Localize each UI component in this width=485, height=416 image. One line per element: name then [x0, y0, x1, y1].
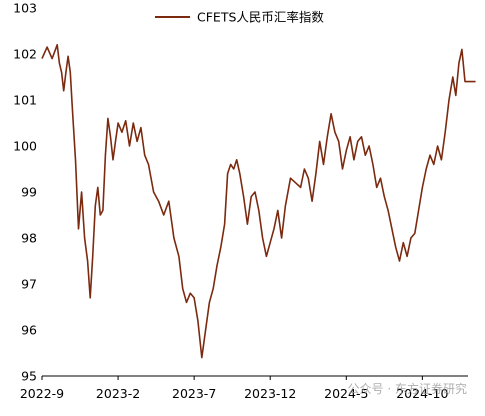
y-tick-label: 99	[21, 185, 37, 200]
plot-area	[41, 44, 476, 359]
y-tick-label: 96	[21, 323, 37, 338]
y-tick-label: 95	[21, 369, 37, 384]
legend-label: CFETS人民币汇率指数	[197, 10, 324, 25]
y-tick-label: 102	[13, 47, 37, 62]
x-tick-label: 2023-2	[96, 386, 140, 401]
y-tick-label: 97	[21, 277, 37, 292]
x-tick-label: 2024-5	[324, 386, 368, 401]
x-tick-label: 2022-9	[20, 386, 64, 401]
x-tick-label: 2023-7	[172, 386, 216, 401]
chart-axes: 95 96 97 98 99 100 101 102 103 2022-9 2023-2 2023-7…	[13, 1, 468, 401]
y-tick-label: 100	[13, 139, 37, 154]
x-tick-label: 2024-10	[396, 386, 448, 401]
y-tick-label: 98	[21, 231, 37, 246]
legend: CFETS人民币汇率指数	[155, 10, 324, 25]
y-tick-label: 101	[13, 93, 37, 108]
y-tick-label: 103	[13, 1, 37, 16]
watermark: 公众号 · 东方证券研究	[347, 382, 467, 396]
x-tick-label: 2023-12	[244, 386, 296, 401]
series-line	[41, 44, 476, 359]
